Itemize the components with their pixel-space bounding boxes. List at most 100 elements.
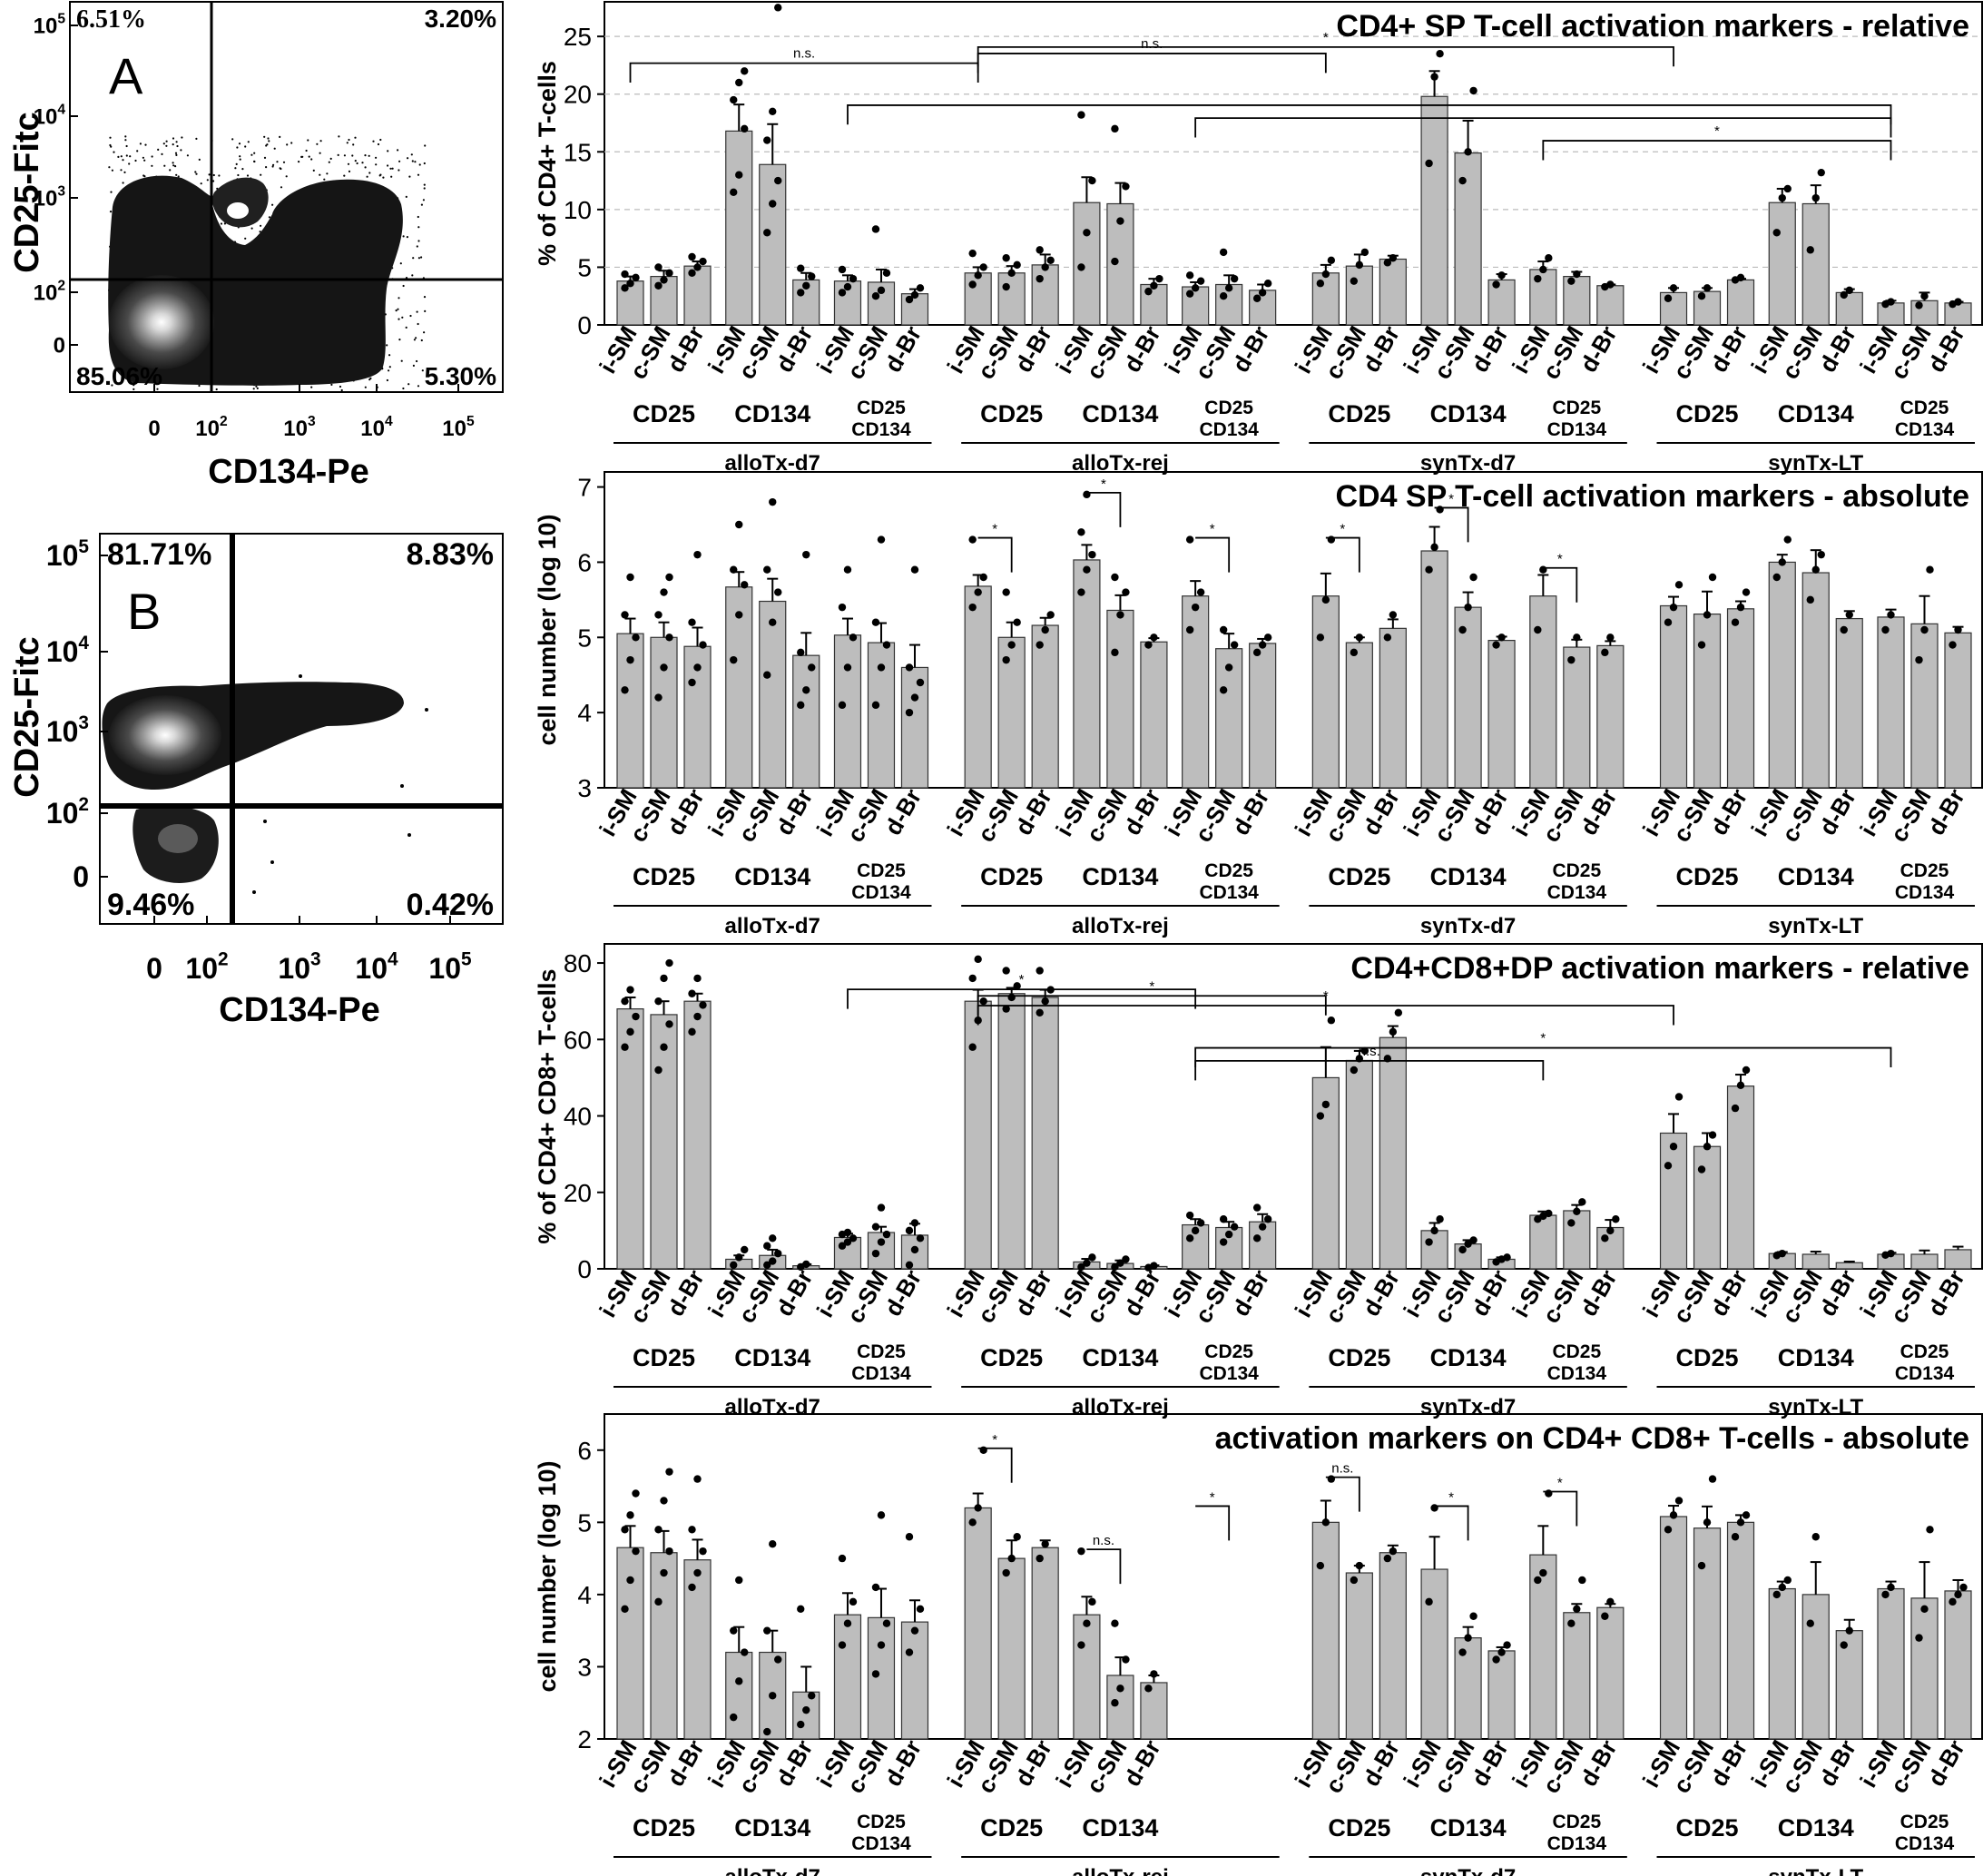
- flow-a-event-dot: [186, 154, 189, 157]
- data-point: [1742, 588, 1751, 596]
- bar: [1768, 1587, 1796, 1740]
- data-point: [1703, 1143, 1712, 1151]
- data-point: [1606, 634, 1615, 642]
- significance-label: *: [1340, 522, 1345, 537]
- data-point: [974, 955, 982, 964]
- data-point: [1013, 982, 1021, 990]
- data-point: [1155, 274, 1163, 283]
- flow-a-event-dot: [398, 169, 400, 172]
- data-point: [802, 1260, 810, 1269]
- category-label: d-Br: [662, 1735, 710, 1791]
- flow-a-event-dot: [200, 182, 202, 185]
- flow-a-event-dot: [208, 173, 211, 176]
- data-point: [1122, 1255, 1130, 1263]
- flow-a-event-dot: [142, 174, 145, 177]
- data-point: [1425, 1597, 1433, 1606]
- significance-label: n.s.: [793, 46, 815, 62]
- bar: [792, 654, 820, 789]
- data-point: [1664, 1162, 1673, 1170]
- flow-a-event-dot: [195, 137, 198, 140]
- flow-a-event-dot: [247, 141, 250, 143]
- marker-label: CD134: [1778, 1814, 1854, 1842]
- data-point: [1196, 588, 1205, 596]
- flow-a-event-dot: [256, 387, 259, 389]
- group-label: synTx-d7: [1420, 914, 1516, 938]
- bar: [1910, 1597, 1939, 1740]
- marker-label-line: CD25: [1204, 1341, 1253, 1362]
- flow-a-event-dot: [390, 175, 393, 178]
- data-point: [1185, 1234, 1194, 1242]
- flow-a-event-dot: [329, 157, 332, 160]
- flow-a-event-dot: [417, 240, 420, 242]
- data-point: [626, 1511, 634, 1519]
- flow-a-event-dot: [415, 337, 417, 339]
- data-point: [1920, 1605, 1929, 1614]
- bar: [1311, 595, 1340, 789]
- flow-a-event-dot: [250, 227, 253, 230]
- data-point: [1002, 655, 1010, 664]
- flow-a-event-dot: [280, 186, 283, 189]
- y-tick-label: 25: [564, 23, 592, 51]
- group-label: alloTx-rej: [1072, 914, 1169, 938]
- marker-label: CD25: [1676, 863, 1739, 890]
- data-point: [1258, 1223, 1267, 1231]
- bar: [1420, 95, 1448, 326]
- data-point: [979, 1446, 987, 1454]
- bar: [1944, 632, 1972, 789]
- flow-a-event-dot: [424, 144, 427, 147]
- flow-a-event-dot: [408, 175, 411, 178]
- group-label: synTx-d7: [1420, 1395, 1516, 1419]
- data-point: [621, 284, 629, 292]
- y-tick-label: 0: [577, 311, 592, 339]
- flow-a-event-dot: [142, 156, 144, 159]
- flow-a-event-dot: [423, 331, 426, 334]
- significance-label: *: [1149, 978, 1154, 994]
- data-point: [763, 229, 771, 237]
- data-point: [769, 1692, 777, 1700]
- flow-a-event-dot: [364, 166, 367, 169]
- flow-a-quadrant-upper-left: 6.51%: [76, 5, 146, 34]
- flow-a-event-dot: [379, 138, 382, 142]
- flow-a-event-dot: [223, 222, 226, 225]
- data-point: [1116, 1684, 1124, 1693]
- flow-panel-b: 81.71% 8.83% 9.46% 0.42% B CD25-Fitc CD1…: [8, 533, 504, 1029]
- data-point: [1258, 289, 1267, 297]
- flow-a-event-dot: [412, 364, 415, 367]
- data-point: [1036, 246, 1044, 254]
- data-point: [843, 1619, 852, 1627]
- flow-a-quadrant-upper-right: 3.20%: [425, 5, 496, 33]
- marker-label: CD134: [1430, 863, 1507, 890]
- group-label: synTx-LT: [1768, 914, 1863, 938]
- data-point: [665, 1468, 673, 1476]
- data-point: [1230, 274, 1239, 283]
- flow-a-event-dot: [180, 149, 182, 152]
- flow-a-event-dot: [161, 152, 163, 155]
- category-label: d-Br: [1357, 1735, 1405, 1791]
- bar: [1659, 291, 1688, 326]
- chart-1: 0 5 10 15 20 25% of CD4+ T-cells CD4+ SP T-cel…: [534, 1, 1983, 476]
- data-point: [877, 1203, 886, 1212]
- data-point: [797, 1605, 805, 1614]
- flow-a-y-ticks: 105 104 103 102 0: [34, 12, 78, 358]
- significance-label: *: [1714, 123, 1720, 139]
- flow-a-event-dot: [420, 256, 423, 259]
- data-point: [1036, 967, 1044, 975]
- flow-a-event-dot: [268, 140, 270, 142]
- bar: [1944, 1590, 1972, 1740]
- flow-a-event-dot: [319, 173, 321, 176]
- bar: [1379, 1552, 1407, 1740]
- data-point: [1263, 1215, 1272, 1223]
- flow-b-event-dot: [425, 708, 428, 712]
- flow-a-event-dot: [391, 167, 394, 170]
- data-point: [905, 663, 914, 672]
- data-point: [968, 603, 977, 612]
- bar: [997, 636, 1026, 789]
- data-point: [1954, 298, 1962, 306]
- data-point: [979, 263, 987, 271]
- category-label: d-Br: [771, 784, 819, 840]
- data-point: [1840, 290, 1848, 300]
- category-label: d-Br: [1575, 1735, 1623, 1791]
- flow-a-event-dot: [414, 161, 417, 163]
- marker-label-line: CD25: [1552, 398, 1601, 418]
- flow-a-event-dot: [308, 155, 310, 158]
